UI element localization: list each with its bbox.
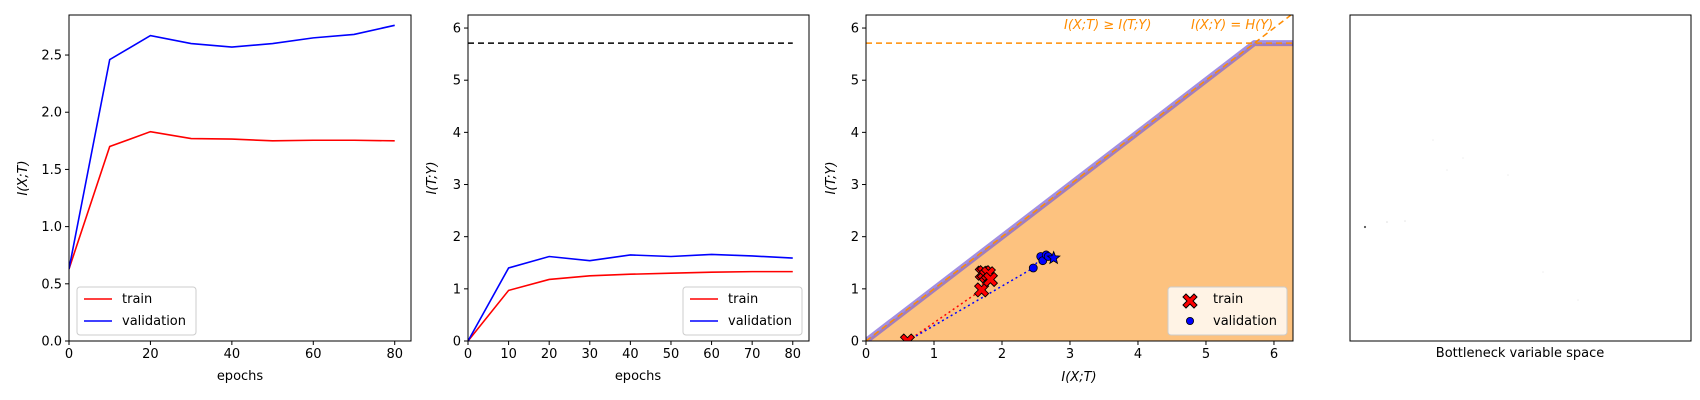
legend-train-label-3: train [1213, 292, 1243, 307]
x-tick-label: 80 [386, 347, 403, 362]
y-tick-label: 0 [453, 335, 461, 350]
y-tick-label: 1.5 [41, 163, 62, 178]
chart-panel-1: 0 20 40 60 80 0.0 0.5 1.0 1.5 2.0 2.5 epochs I(X;T… [16, 14, 412, 384]
y-tick-label: 0.0 [41, 335, 62, 350]
train-line-1 [69, 130, 395, 270]
axes-frame-4 [1349, 14, 1692, 342]
y-axis-label-2: I(T;Y) [425, 161, 440, 194]
x-tick-label: 6 [1270, 347, 1278, 362]
y-tick-label: 5 [453, 74, 461, 89]
y-tick-label: 1 [453, 282, 461, 297]
y-tick-label: 4 [851, 126, 859, 141]
legend-3: train validation [1167, 286, 1288, 336]
legend-validation-label-1: validation [122, 314, 186, 329]
y-tick-label: 0 [851, 335, 859, 350]
chart-panel-3: 0 1 2 3 4 5 6 0 1 2 3 4 5 6 I(X;T) I(T;Y) I(X;T) ≥ I(… [824, 14, 1294, 385]
legend-1: train validation [76, 286, 197, 336]
x-tick-label: 0 [464, 347, 472, 362]
x-axis-label-1: epochs [217, 369, 264, 384]
validation-line-1 [69, 24, 395, 270]
ticks-3: 0 1 2 3 4 5 6 0 1 2 3 4 5 6 [851, 22, 1278, 362]
x-tick-label: 60 [703, 347, 720, 362]
ticks-1: 0 20 40 60 80 0.0 0.5 1.0 1.5 2.0 2.5 [41, 49, 403, 362]
x-tick-label: 20 [541, 347, 558, 362]
annotation-entropy: I(X;Y) = H(Y) [1191, 18, 1273, 33]
validation-final-point [1046, 250, 1061, 265]
y-tick-label: 0.5 [41, 277, 62, 292]
y-tick-label: 3 [851, 178, 859, 193]
x-tick-label: 50 [663, 347, 680, 362]
legend-train-label-2: train [728, 292, 758, 307]
chart-panel-4: Bottleneck variable space [1349, 14, 1692, 361]
y-tick-label: 2 [453, 230, 461, 245]
chart-panel-2: 0 10 20 30 40 50 60 70 80 0 1 2 3 4 5 6 epochs I(T;Y) t… [425, 14, 810, 384]
y-tick-label: 6 [851, 22, 859, 37]
feasible-region [866, 43, 1293, 341]
x-tick-label: 0 [862, 347, 870, 362]
x-tick-label: 60 [305, 347, 322, 362]
legend-train-marker-3 [1182, 293, 1198, 309]
annotation-inequality: I(X;T) ≥ I(T;Y) [1064, 18, 1151, 33]
x-axis-label-4: Bottleneck variable space [1436, 346, 1604, 361]
plot-area-1 [69, 24, 395, 270]
x-tick-label: 30 [582, 347, 599, 362]
x-tick-label: 70 [744, 347, 761, 362]
axes-frame-2 [467, 14, 810, 342]
train-line-2 [468, 270, 793, 341]
y-axis-label-3: I(T;Y) [824, 161, 839, 194]
x-tick-label: 3 [1066, 347, 1074, 362]
x-tick-label: 5 [1202, 347, 1210, 362]
validation-line-2 [468, 253, 793, 341]
y-tick-label: 4 [453, 126, 461, 141]
legend-train-label-1: train [122, 292, 152, 307]
y-tick-label: 1 [851, 282, 859, 297]
legend-validation-label-2: validation [728, 314, 792, 329]
x-axis-label-2: epochs [615, 369, 662, 384]
x-tick-label: 4 [1134, 347, 1142, 362]
x-axis-label-3: I(X;T) [1061, 370, 1096, 385]
y-axis-label-1: I(X;T) [16, 160, 31, 195]
faint-points [1363, 139, 1579, 301]
x-tick-label: 40 [224, 347, 241, 362]
y-tick-label: 5 [851, 74, 859, 89]
x-tick-label: 20 [142, 347, 159, 362]
y-tick-label: 1.0 [41, 220, 62, 235]
legend-validation-label-3: validation [1213, 314, 1277, 329]
x-tick-label: 80 [784, 347, 801, 362]
y-tick-label: 2.0 [41, 106, 62, 121]
axes-frame-1 [68, 14, 412, 342]
plot-area-2 [468, 42, 793, 341]
train-point [899, 333, 916, 341]
x-tick-label: 10 [500, 347, 517, 362]
y-tick-label: 2 [851, 230, 859, 245]
plot-area-3 [866, 15, 1293, 341]
train-point [982, 271, 999, 288]
legend-2: train validation [682, 286, 803, 336]
y-tick-label: 2.5 [41, 49, 62, 64]
train-trajectory [907, 271, 991, 341]
x-tick-label: 1 [930, 347, 938, 362]
legend-validation-marker-3 [1186, 316, 1195, 325]
axes-frame-3 [865, 14, 1294, 342]
y-tick-label: 6 [453, 22, 461, 37]
y-tick-label: 3 [453, 178, 461, 193]
ticks-2: 0 10 20 30 40 50 60 70 80 0 1 2 3 4 5 6 [453, 22, 801, 362]
validation-point [1028, 263, 1038, 273]
x-tick-label: 40 [622, 347, 639, 362]
x-tick-label: 2 [998, 347, 1006, 362]
x-tick-label: 0 [65, 347, 73, 362]
